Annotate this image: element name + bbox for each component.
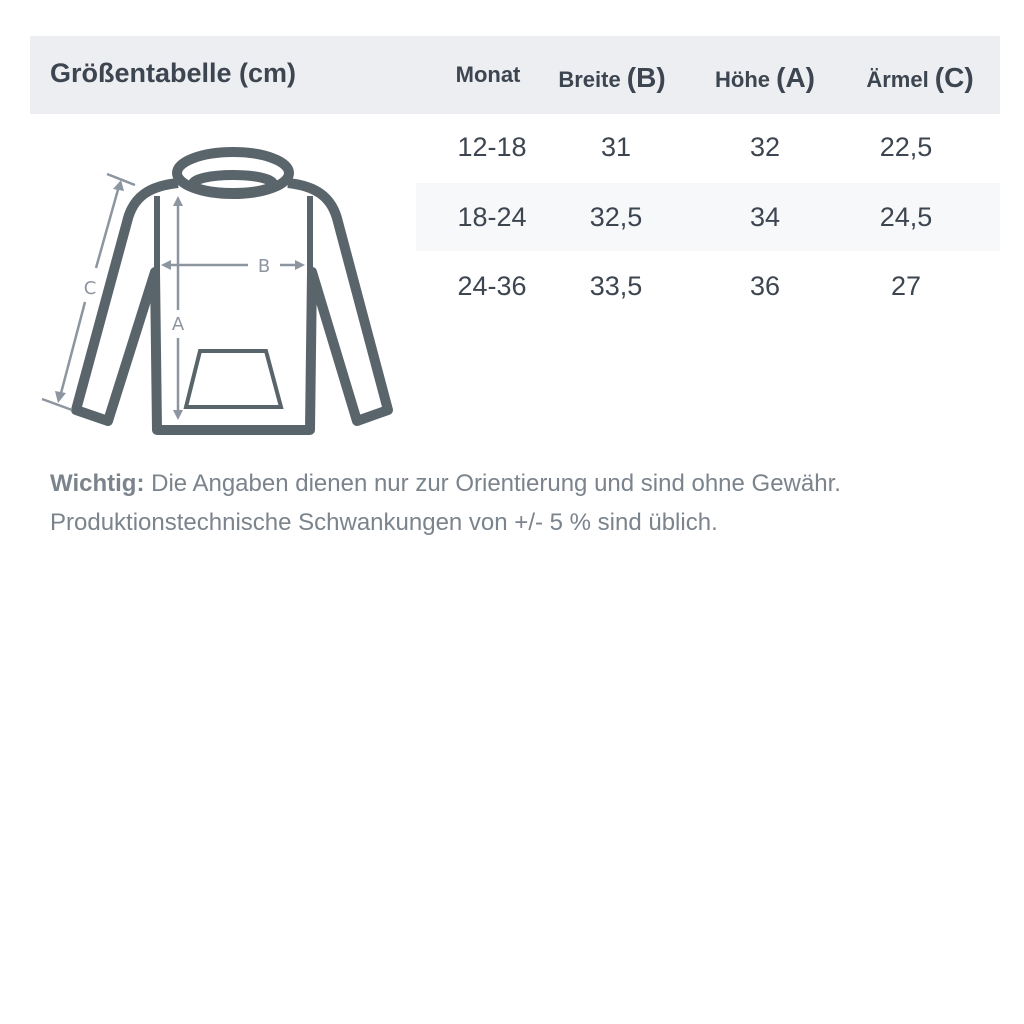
measurement-arrows [41,172,305,420]
cell-sleeve: 22,5 [879,132,933,162]
column-header-width: Breite (B) [558,62,665,94]
cell-height: 34 [749,202,781,232]
cell-month: 24-36 [457,271,527,301]
column-letter: (C) [934,62,974,93]
cell-width: 31 [600,132,632,162]
note-line-2: Produktionstechnische Schwankungen von +… [50,509,718,536]
column-letter: (B) [626,62,666,93]
note-bold-label: Wichtig: [50,470,145,497]
cell-height: 36 [749,271,781,301]
column-header-sleeve: Ärmel (C) [866,62,973,94]
note-text: Die Angaben dienen nur zur Orientierung … [144,470,841,497]
cell-sleeve: 24,5 [879,202,933,232]
cell-month: 12-18 [457,132,527,162]
cell-width: 33,5 [589,271,643,301]
column-header-height: Höhe (A) [715,62,815,94]
note-line-1: Wichtig: Die Angaben dienen nur zur Orie… [50,470,841,498]
cell-width: 32,5 [589,202,643,232]
table-row-stripe [416,183,1000,251]
cell-height: 32 [749,132,781,162]
column-label: Höhe [715,67,770,92]
header-band [30,36,1000,114]
hoodie-outline [71,147,393,435]
column-header-month: Monat [456,62,521,88]
label-c: C [84,278,97,299]
cell-sleeve: 27 [890,271,922,301]
label-b: B [258,256,270,277]
page-title: Größentabelle (cm) [50,58,297,88]
column-label: Ärmel [866,67,929,92]
label-a: A [172,314,185,335]
column-letter: (A) [776,62,815,93]
pocket [183,349,284,409]
cell-month: 18-24 [457,202,527,232]
column-label: Monat [455,62,521,87]
column-label: Breite [558,67,621,92]
